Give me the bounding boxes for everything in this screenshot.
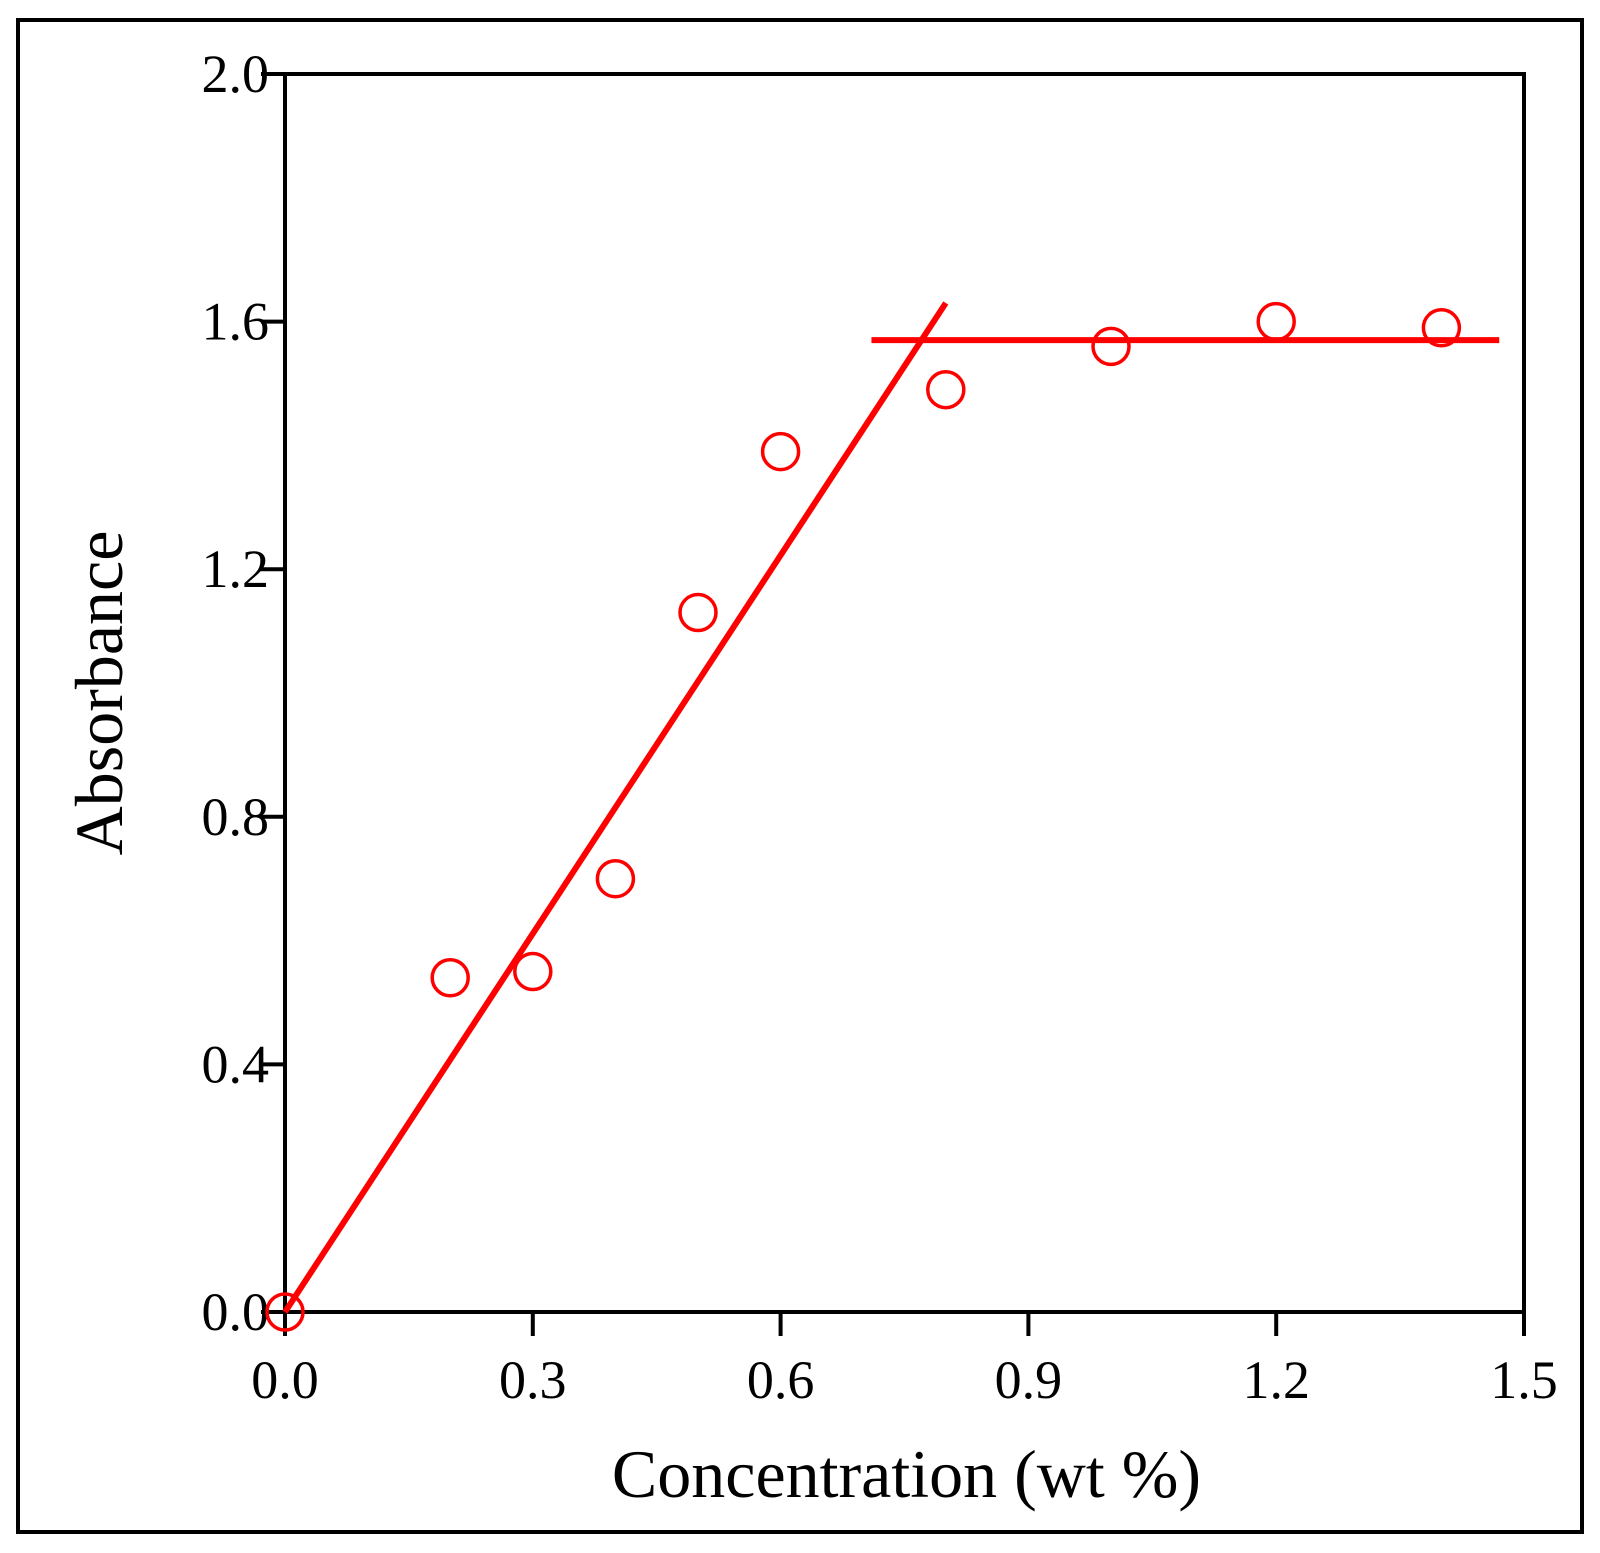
- y-tick-label: 2.0: [202, 44, 270, 104]
- plot-area-border: [283, 72, 1526, 1314]
- fit-lines: [282, 301, 1500, 1314]
- y-tick-label: 0.0: [202, 1282, 270, 1342]
- y-axis-title: Absorbance: [61, 531, 137, 856]
- data-point: [430, 957, 470, 998]
- data-point: [595, 858, 636, 899]
- x-tick-label: 0.9: [995, 1350, 1063, 1410]
- x-tick-label: 0.6: [747, 1350, 815, 1410]
- x-tick-label: 0.3: [499, 1350, 567, 1410]
- data-points: [265, 301, 1462, 1332]
- y-tick-label: 0.4: [202, 1034, 270, 1094]
- x-tick-label: 0.0: [251, 1350, 319, 1410]
- figure-frame: [16, 18, 1584, 1534]
- linear-rise-fit: [282, 301, 949, 1314]
- data-point: [1256, 301, 1296, 342]
- data-point: [1421, 308, 1462, 348]
- x-tick-label: 1.5: [1490, 1350, 1558, 1410]
- data-point: [678, 592, 718, 633]
- y-axis: 0.0 0.4 0.8 1.2 1.6 2.0: [202, 44, 285, 1342]
- x-axis-title: Concentration (wt %): [612, 1436, 1201, 1512]
- data-point: [926, 369, 966, 410]
- y-tick-label: 1.6: [202, 292, 270, 352]
- x-tick-label: 1.2: [1242, 1350, 1310, 1410]
- data-point: [265, 1292, 305, 1332]
- y-tick-label: 1.2: [202, 539, 270, 599]
- data-point: [1091, 326, 1131, 367]
- y-tick-label: 0.8: [202, 787, 270, 847]
- x-axis: 0.0 0.3 0.6 0.9 1.2 1.5: [251, 1312, 1558, 1410]
- data-point: [513, 951, 553, 992]
- data-point: [760, 431, 801, 472]
